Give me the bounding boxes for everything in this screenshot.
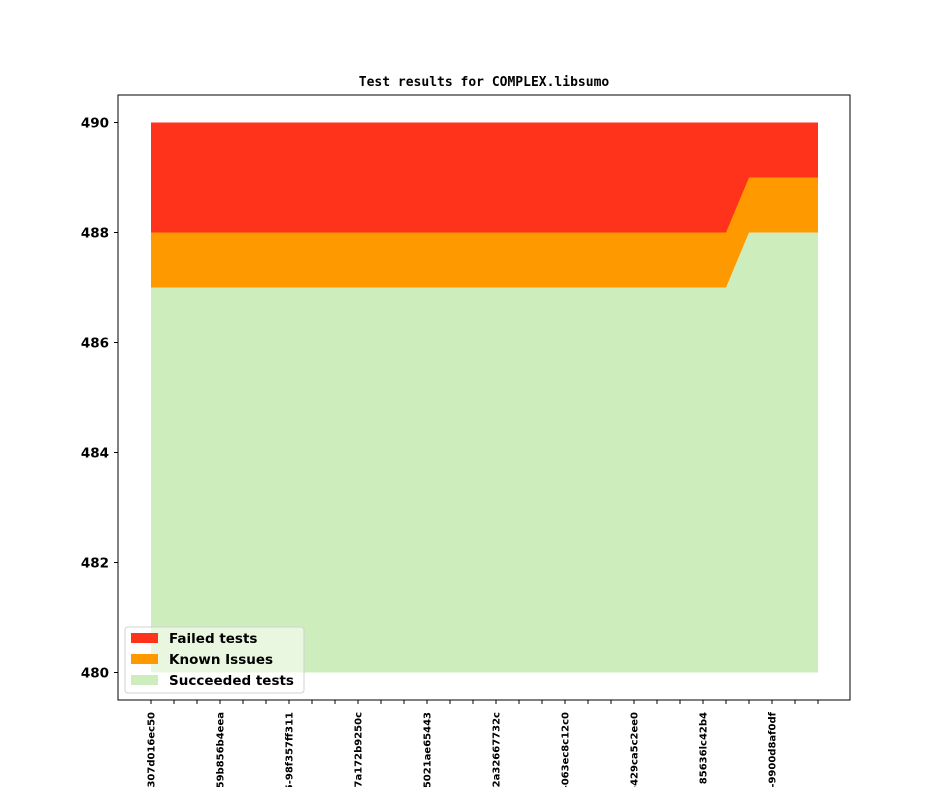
area-succeeded-tests	[151, 232, 818, 673]
x-axis: 307d016ec50 59b856b4eea 5-98f357ff311 7a172…	[147, 700, 819, 787]
y-axis: 480 482 484 486 488 490	[81, 116, 118, 682]
legend-swatch	[131, 654, 158, 664]
chart-title: Test results for COMPLEX.libsumo	[359, 75, 610, 90]
xtick-label: 59b856b4eea	[216, 712, 227, 787]
legend-label: Known Issues	[169, 652, 273, 668]
ytick-label: 484	[81, 446, 109, 462]
xtick-label: -9900d8af0df	[768, 711, 779, 787]
area-layers	[151, 122, 818, 673]
xtick-label: -429ca5c2ee0	[630, 712, 641, 787]
ytick-label: 490	[81, 116, 109, 132]
legend-swatch	[131, 675, 158, 685]
xtick-label: 85636lc42b4	[699, 712, 710, 784]
xtick-label: 7a172b9250c	[354, 712, 365, 787]
xtick-label: 5-98f357ff311	[285, 712, 296, 787]
ytick-label: 480	[81, 666, 109, 682]
legend-swatch	[131, 633, 158, 643]
xtick-label: 2a32667732c	[492, 712, 503, 787]
legend-box	[124, 626, 305, 694]
plot-frame	[117, 94, 851, 701]
xtick-label: 5021ae65443	[423, 712, 434, 787]
ytick-label: 482	[81, 556, 109, 572]
legend-label: Succeeded tests	[169, 673, 294, 689]
legend: Failed tests Known Issues Succeeded tests	[124, 626, 305, 694]
xtick-label: 307d016ec50	[147, 712, 158, 787]
ytick-label: 488	[81, 226, 109, 242]
legend-label: Failed tests	[169, 631, 257, 647]
ytick-label: 486	[81, 336, 109, 352]
xtick-label: -063ec8c12c0	[561, 712, 572, 787]
